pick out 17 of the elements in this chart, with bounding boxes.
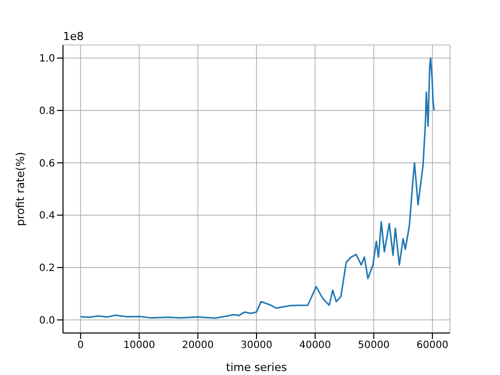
x-tick-label: 0 xyxy=(77,340,84,352)
y-tick-label: 0.0 xyxy=(39,315,55,326)
x-axis-title: time series xyxy=(226,361,288,374)
x-tick-label: 40000 xyxy=(299,340,332,352)
x-tick-label: 20000 xyxy=(182,340,214,352)
y-axis-title: profit rate(%) xyxy=(14,152,27,226)
y-tick-label: 0.6 xyxy=(39,158,55,170)
y-tick-label: 1.0 xyxy=(39,54,55,65)
x-tick-label: 60000 xyxy=(416,340,448,352)
y-tick-label: 0.8 xyxy=(39,106,55,118)
x-tick-label: 10000 xyxy=(123,340,156,352)
x-tick-label: 50000 xyxy=(358,340,390,352)
y-tick-label: 0.2 xyxy=(39,263,55,274)
x-tick-label: 30000 xyxy=(240,340,272,352)
y-tick-label: 0.4 xyxy=(39,210,55,222)
line-series xyxy=(80,57,435,319)
text: 1e8 xyxy=(63,30,84,43)
